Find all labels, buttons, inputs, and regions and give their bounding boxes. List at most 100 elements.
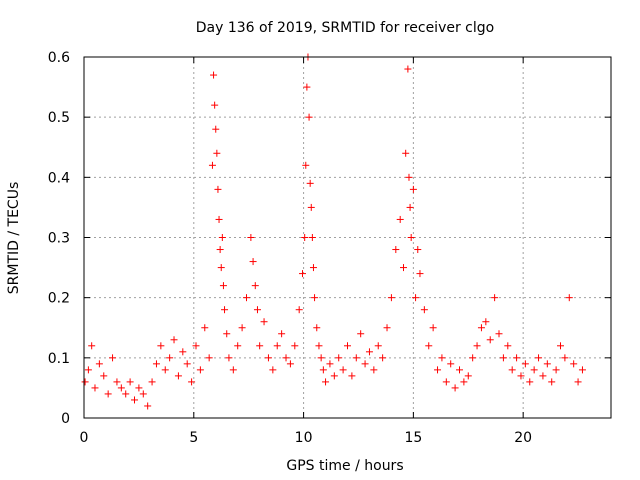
data-point: [420, 306, 428, 314]
data-point: [135, 384, 143, 392]
data-point: [361, 360, 369, 368]
data-point: [298, 270, 306, 278]
data-point: [269, 366, 277, 374]
data-point: [565, 294, 573, 302]
data-point: [396, 215, 404, 223]
data-point: [139, 390, 147, 398]
y-tick-label: 0.1: [48, 351, 70, 367]
data-point: [225, 354, 233, 362]
data-point: [295, 306, 303, 314]
y-tick-label: 0.6: [48, 50, 70, 66]
data-point: [253, 306, 261, 314]
y-tick-label: 0.2: [48, 291, 70, 307]
data-point: [473, 342, 481, 350]
data-point: [374, 342, 382, 350]
data-point: [526, 378, 534, 386]
data-point: [402, 149, 410, 157]
data-point: [84, 366, 92, 374]
x-tick-label: 0: [80, 430, 89, 446]
grid: [84, 57, 611, 418]
data-point: [335, 354, 343, 362]
data-point: [216, 246, 224, 254]
y-tick-label: 0.3: [48, 231, 70, 247]
x-axis: 0 5 10 15 20: [80, 57, 532, 446]
data-point: [157, 342, 165, 350]
data-point: [561, 354, 569, 362]
data-point: [365, 348, 373, 356]
data-point: [303, 83, 311, 91]
data-point: [438, 354, 446, 362]
data-point: [412, 294, 420, 302]
data-point: [81, 378, 89, 386]
data-point: [192, 342, 200, 350]
data-point: [251, 282, 259, 290]
data-point: [416, 270, 424, 278]
data-point: [434, 366, 442, 374]
data-point: [348, 372, 356, 380]
data-point: [339, 366, 347, 374]
data-point: [455, 366, 463, 374]
data-point: [548, 378, 556, 386]
data-point: [113, 378, 121, 386]
data-point: [223, 330, 231, 338]
data-point: [88, 342, 96, 350]
data-point: [183, 360, 191, 368]
data-point: [499, 354, 507, 362]
y-tick-label: 0.5: [48, 110, 70, 126]
data-point: [307, 203, 315, 211]
data-point: [352, 354, 360, 362]
data-point: [152, 360, 160, 368]
data-point: [273, 342, 281, 350]
data-point: [249, 258, 257, 266]
data-point: [301, 234, 309, 241]
x-axis-label: GPS time / hours: [286, 458, 403, 474]
data-point: [242, 294, 250, 302]
data-point: [208, 161, 216, 169]
data-point: [95, 360, 103, 368]
data-point: [313, 324, 321, 332]
data-point: [570, 360, 578, 368]
data-point: [482, 318, 490, 326]
data-point: [161, 366, 169, 374]
data-point: [210, 71, 218, 79]
data-point: [521, 360, 529, 368]
y-tick-label: 0.4: [48, 170, 70, 186]
data-point: [148, 378, 156, 386]
data-point: [460, 378, 468, 386]
chart-title: Day 136 of 2019, SRMTID for receiver clg…: [196, 20, 494, 36]
data-point: [201, 324, 209, 332]
data-point: [282, 354, 290, 362]
data-point: [414, 246, 422, 254]
data-point: [407, 234, 415, 241]
data-point: [126, 378, 134, 386]
data-point: [513, 354, 521, 362]
data-point: [508, 366, 516, 374]
data-point: [213, 149, 221, 157]
data-point: [322, 378, 330, 386]
data-point: [319, 366, 327, 374]
data-point: [543, 360, 551, 368]
x-tick-label: 20: [514, 430, 532, 446]
data-point: [357, 330, 365, 338]
data-point: [409, 185, 417, 193]
data-point: [495, 330, 503, 338]
data-point: [260, 318, 268, 326]
data-point: [535, 354, 543, 362]
data-point: [552, 366, 560, 374]
data-point: [399, 264, 407, 272]
data-point: [330, 372, 338, 380]
data-point: [291, 342, 299, 350]
data-point: [392, 246, 400, 254]
data-point: [174, 372, 182, 380]
data-point: [104, 390, 112, 398]
data-point: [491, 294, 499, 302]
data-point: [504, 342, 512, 350]
data-point: [447, 360, 455, 368]
y-tick-label: 0: [61, 411, 70, 427]
x-tick-label: 5: [189, 430, 198, 446]
data-point: [406, 203, 414, 211]
data-point: [539, 372, 547, 380]
data-point: [286, 360, 294, 368]
data-point: [215, 215, 223, 223]
